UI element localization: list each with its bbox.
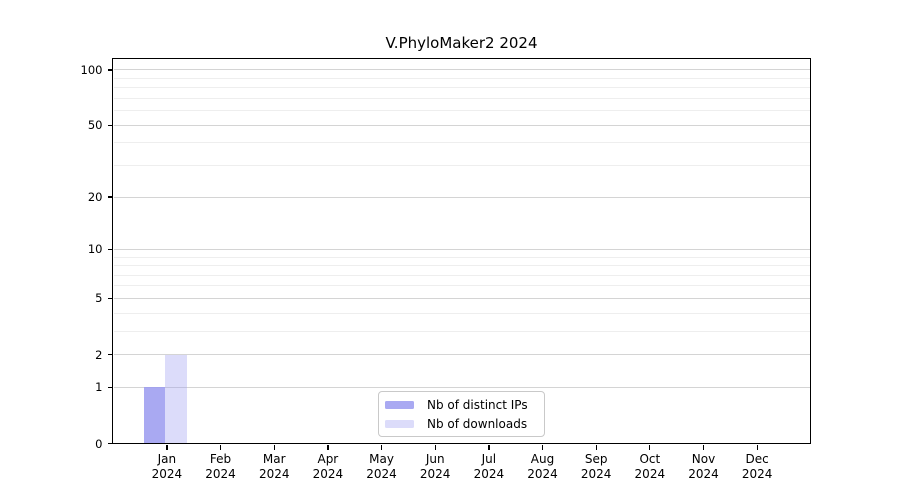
x-tick-mark [380, 444, 383, 450]
x-tick-year: 2024 [741, 467, 773, 481]
x-tick-year: 2024 [688, 467, 719, 481]
gridline-minor [113, 142, 811, 144]
y-tick-label: 5 [95, 291, 103, 306]
x-tick-month: Dec [745, 452, 769, 466]
legend-item-downloads: Nb of downloads [385, 417, 538, 431]
x-tick-month: Mar [262, 452, 286, 466]
x-tick-mark [166, 444, 168, 450]
x-tick-month: Oct [639, 452, 661, 466]
y-tick-mark [107, 386, 113, 389]
x-tick-year: 2024 [151, 467, 183, 481]
x-tick-label-aug: Aug 2024 [513, 452, 573, 482]
legend-label-distinct-ips: Nb of distinct IPs [427, 397, 528, 412]
gridline-minor [113, 285, 811, 287]
x-tick-year: 2024 [473, 467, 505, 481]
gridline-minor [113, 110, 811, 112]
x-tick-mark [488, 444, 490, 450]
x-tick-month: May [369, 452, 394, 466]
legend: Nb of distinct IPs Nb of downloads [378, 391, 545, 437]
legend-item-distinct-ips: Nb of distinct IPs [385, 398, 538, 412]
gridline-minor [113, 77, 811, 79]
bar-downloads-jan [165, 354, 187, 444]
gridline-minor [113, 97, 811, 99]
x-tick-month: Sep [584, 452, 608, 466]
y-tick-label: 10 [87, 242, 103, 257]
y-tick-label: 2 [95, 347, 103, 362]
x-tick-label-feb: Feb 2024 [191, 452, 251, 482]
gridline-minor [113, 330, 811, 332]
x-tick-month: Aug [530, 452, 555, 466]
x-tick-year: 2024 [634, 467, 666, 481]
x-tick-label-nov: Nov 2024 [674, 452, 734, 482]
y-tick-mark [107, 69, 113, 71]
x-tick-mark [702, 444, 705, 450]
x-tick-month: Nov [691, 452, 716, 466]
chart-title: V.PhyloMaker2 2024 [385, 34, 538, 52]
gridline-major [113, 354, 811, 356]
x-tick-mark [327, 444, 329, 450]
legend-swatch-downloads [385, 419, 414, 428]
gridline-major [113, 196, 811, 198]
y-tick-mark [107, 297, 113, 300]
x-tick-mark [219, 444, 222, 450]
x-tick-label-jun: Jun 2024 [405, 452, 465, 482]
gridline-minor [113, 165, 811, 166]
x-tick-year: 2024 [366, 467, 397, 481]
gridline-major [113, 69, 811, 71]
legend-label-downloads: Nb of downloads [427, 416, 528, 431]
x-tick-mark [649, 444, 651, 450]
x-tick-month: Jul [481, 452, 497, 466]
y-tick-mark [107, 248, 113, 251]
y-tick-mark [107, 442, 113, 445]
x-tick-mark [595, 444, 597, 450]
gridline-major [113, 386, 811, 388]
x-tick-label-apr: Apr 2024 [298, 452, 358, 482]
x-tick-label-jan: Jan 2024 [137, 452, 197, 482]
x-tick-label-dec: Dec 2024 [727, 452, 787, 482]
legend-swatch-distinct-ips [385, 400, 414, 409]
gridline-minor [113, 274, 811, 276]
gridline-major [113, 248, 811, 250]
x-tick-label-may: May 2024 [352, 452, 412, 482]
x-tick-year: 2024 [527, 467, 558, 481]
x-tick-mark [273, 444, 275, 450]
x-tick-month: Jun [425, 452, 445, 466]
x-tick-year: 2024 [419, 467, 451, 481]
x-tick-label-sep: Sep 2024 [566, 452, 626, 482]
x-tick-month: Apr [317, 452, 339, 466]
y-tick-mark [107, 124, 113, 126]
y-tick-label: 100 [80, 62, 103, 77]
y-tick-label: 1 [95, 380, 103, 395]
x-tick-mark [756, 444, 758, 450]
x-tick-year: 2024 [312, 467, 344, 481]
gridline-minor [113, 256, 811, 258]
x-tick-year: 2024 [258, 467, 290, 481]
x-tick-year: 2024 [580, 467, 612, 481]
gridline-major [113, 124, 811, 126]
x-tick-mark [541, 444, 544, 450]
x-tick-label-mar: Mar 2024 [244, 452, 304, 482]
y-tick-mark [107, 353, 113, 356]
gridline-minor [113, 312, 811, 314]
x-tick-month: Jan [157, 452, 177, 466]
y-tick-mark [107, 196, 113, 198]
x-tick-mark [434, 444, 436, 450]
x-tick-year: 2024 [205, 467, 236, 481]
y-tick-label: 0 [95, 436, 103, 451]
bar-distinct-ips-jan [143, 387, 166, 444]
gridline-minor [113, 265, 811, 267]
gridline-major [113, 297, 811, 299]
y-tick-label: 50 [87, 118, 103, 133]
x-tick-label-oct: Oct 2024 [620, 452, 680, 482]
x-tick-label-jul: Jul 2024 [459, 452, 519, 482]
gridline-minor [113, 87, 811, 89]
y-tick-label: 20 [87, 190, 103, 205]
x-tick-month: Feb [209, 452, 232, 466]
